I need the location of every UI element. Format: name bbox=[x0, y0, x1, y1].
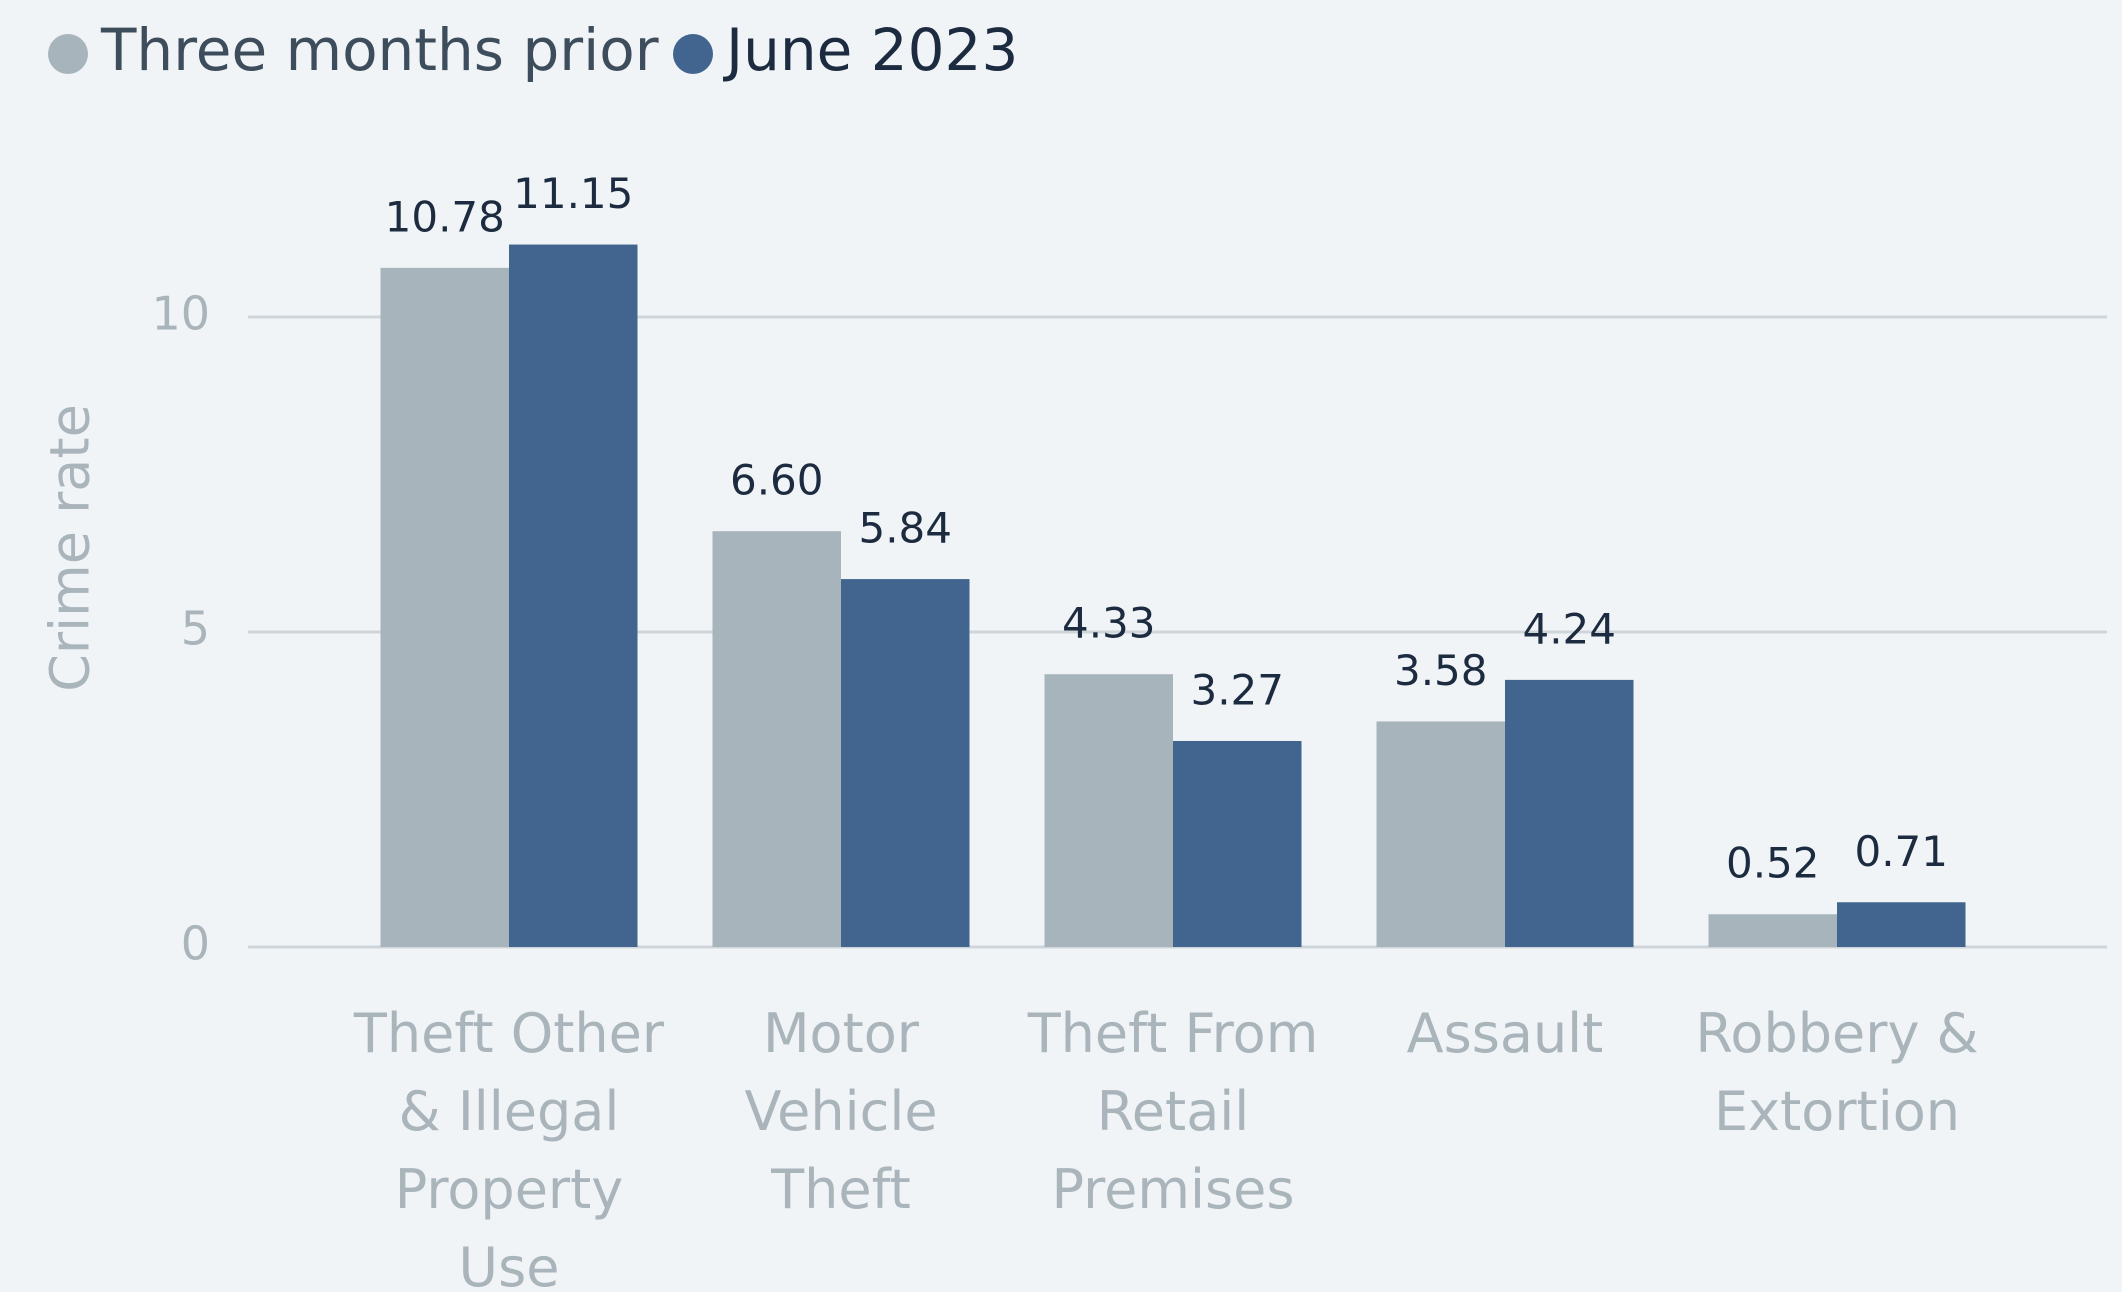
data-label: 0.52 bbox=[1726, 839, 1820, 888]
y-tick-label: 0 bbox=[181, 917, 210, 971]
data-label: 3.27 bbox=[1190, 665, 1284, 714]
x-tick-label: Motor Vehicle Theft bbox=[744, 1002, 937, 1221]
bar bbox=[1837, 902, 1966, 947]
bar bbox=[380, 267, 509, 947]
legend-marker bbox=[673, 34, 713, 74]
data-label: 4.33 bbox=[1062, 599, 1156, 648]
bar bbox=[1505, 679, 1634, 947]
bar bbox=[509, 244, 638, 948]
x-tick-label: Theft Other & Illegal Property Use bbox=[353, 1002, 665, 1292]
data-label: 3.58 bbox=[1394, 646, 1488, 695]
legend-marker bbox=[48, 34, 88, 74]
bar bbox=[712, 531, 841, 947]
y-tick-label: 5 bbox=[181, 602, 210, 656]
x-tick-label: Theft From Retail Premises bbox=[1027, 1002, 1319, 1221]
x-tick-label: Robbery & Extortion bbox=[1695, 1002, 1978, 1143]
y-tick-label: 10 bbox=[151, 287, 210, 341]
y-axis-title: Crime rate bbox=[39, 404, 102, 692]
data-label: 11.15 bbox=[513, 169, 633, 218]
data-label: 6.60 bbox=[730, 456, 824, 505]
data-label: 5.84 bbox=[858, 504, 952, 553]
bar bbox=[1708, 914, 1837, 947]
bar bbox=[841, 579, 970, 947]
legend-label: Three months prior bbox=[100, 16, 659, 84]
data-label: 10.78 bbox=[385, 192, 505, 241]
bar bbox=[1044, 674, 1173, 947]
data-label: 0.71 bbox=[1854, 827, 1948, 876]
bar bbox=[1376, 721, 1505, 947]
bar bbox=[1173, 740, 1302, 947]
legend-label: June 2023 bbox=[723, 16, 1018, 84]
x-tick-label: Assault bbox=[1407, 1002, 1604, 1065]
data-label: 4.24 bbox=[1522, 604, 1616, 653]
